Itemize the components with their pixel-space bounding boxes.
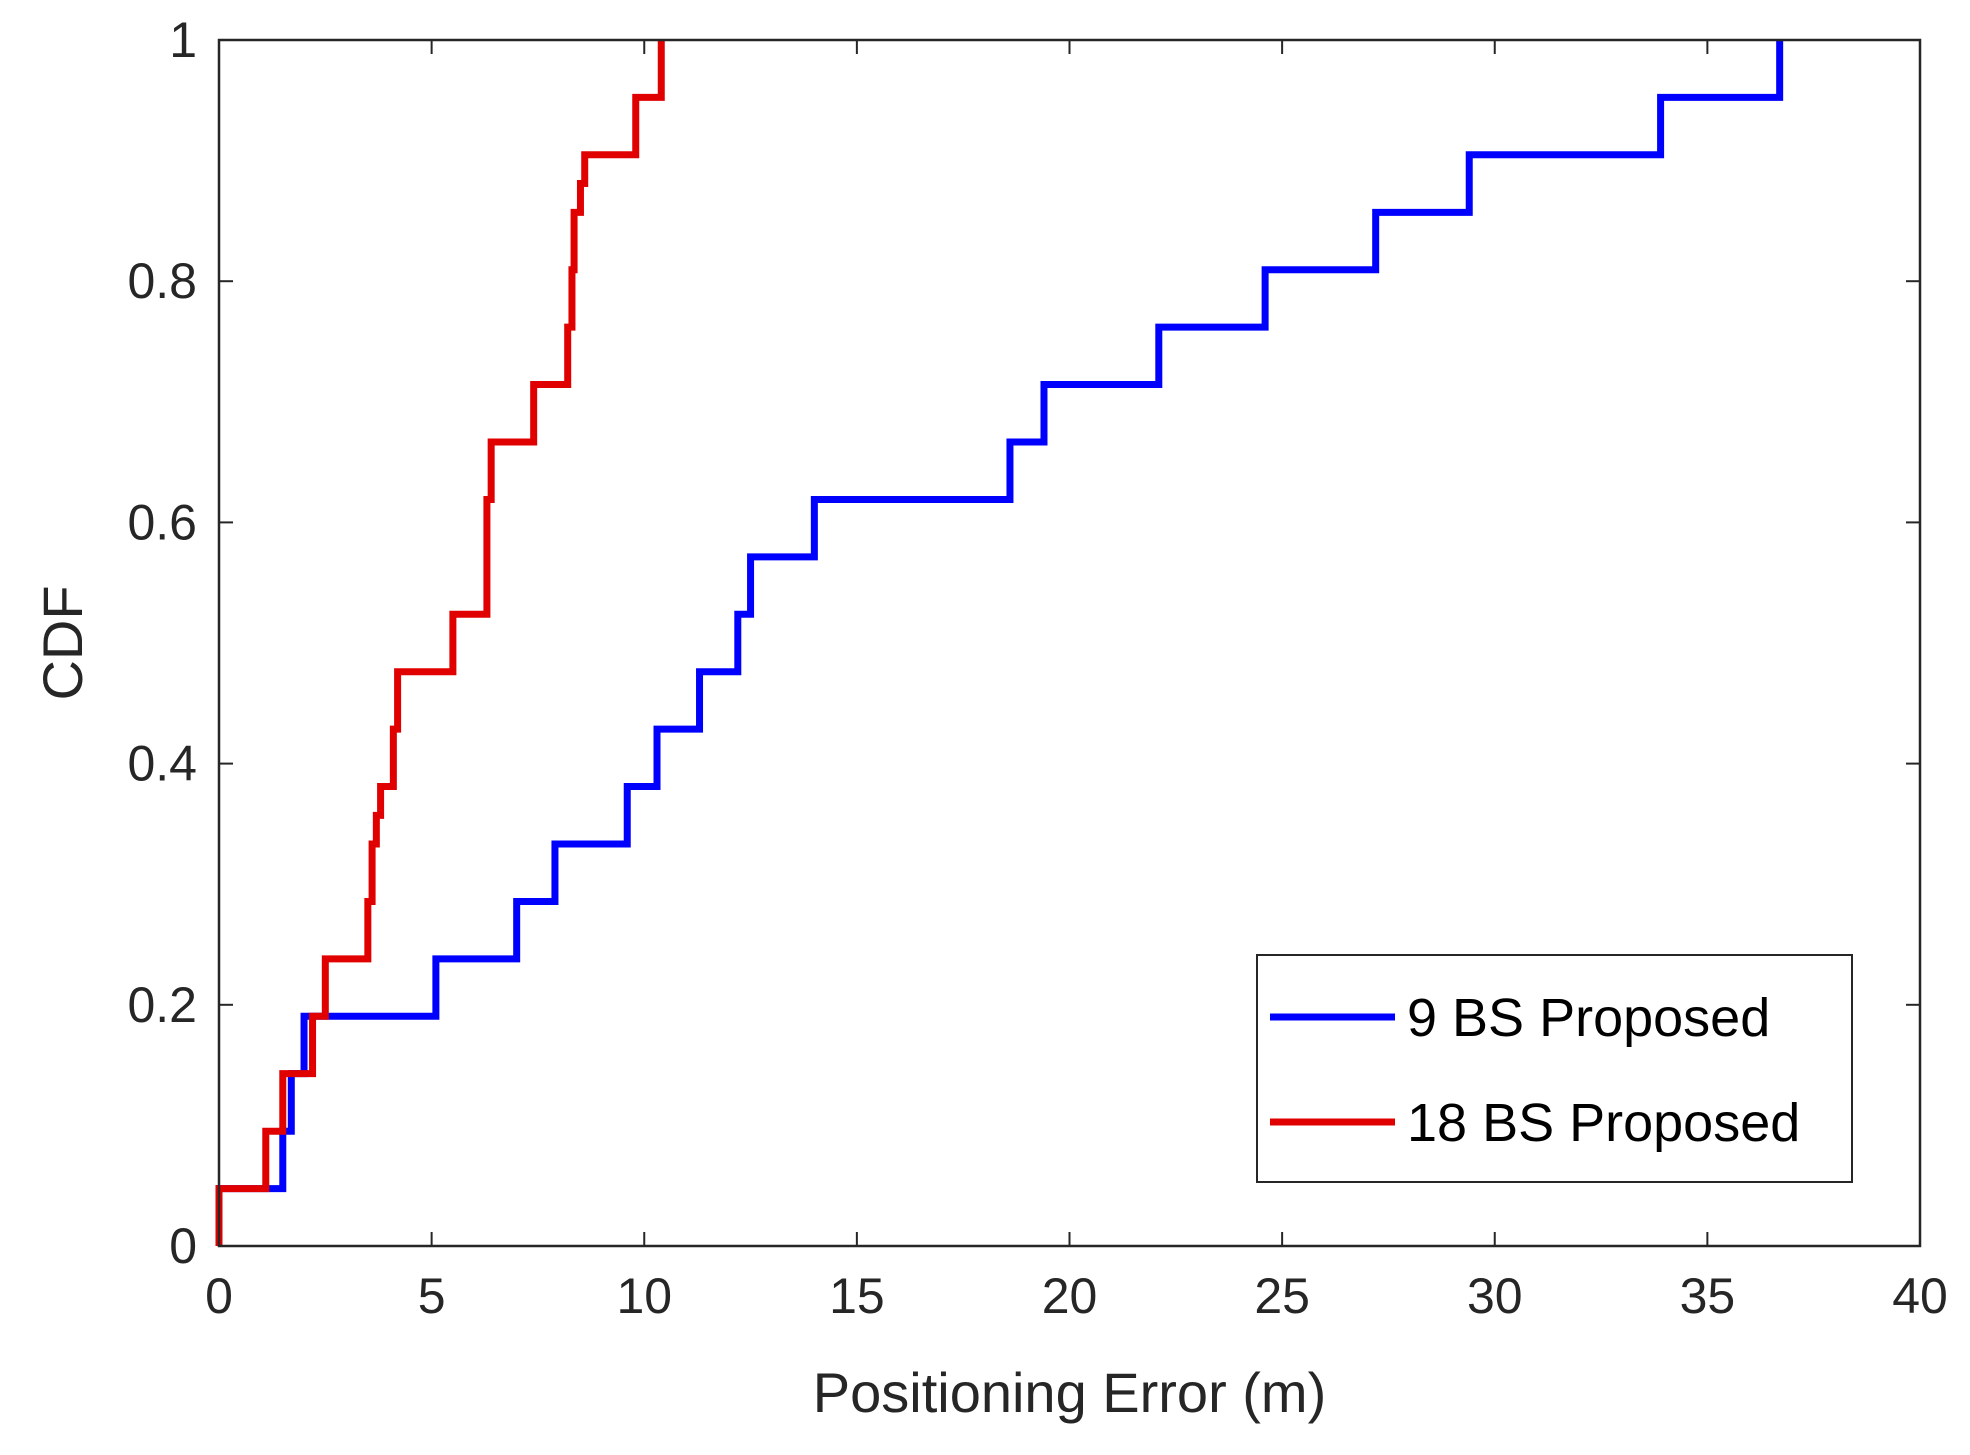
legend-label-18bs: 18 BS Proposed [1407,1093,1800,1153]
series-layer [215,40,1784,1246]
x-tick-label: 30 [1467,1268,1523,1324]
series-line-9bs [215,40,1784,1246]
y-tick-label: 0.4 [127,736,197,792]
x-tick-label: 10 [616,1268,672,1324]
tick-layer: 0 5 10 15 20 25 30 35 40 0 0.2 0.4 0.6 0.8 1 [127,12,1947,1324]
y-tick-label: 1 [169,12,197,68]
y-tick-label: 0.8 [127,253,197,309]
y-axis-label: CDF [31,585,94,700]
x-tick-label: 5 [418,1268,446,1324]
x-tick-label: 25 [1254,1268,1310,1324]
y-tick-label: 0 [169,1218,197,1274]
series-line-18bs [215,40,665,1246]
x-axis-label: Positioning Error (m) [813,1361,1326,1424]
x-tick-label: 15 [829,1268,885,1324]
legend-box [1256,954,1853,1183]
legend-label-9bs: 9 BS Proposed [1407,988,1770,1048]
x-tick-label: 20 [1042,1268,1098,1324]
y-tick-label: 0.2 [127,977,197,1033]
y-tick-label: 0.6 [127,494,197,550]
legend: 9 BS Proposed 18 BS Proposed [1256,954,1853,1183]
x-tick-label: 0 [205,1268,233,1324]
x-tick-label: 35 [1680,1268,1736,1324]
x-tick-label: 40 [1892,1268,1948,1324]
